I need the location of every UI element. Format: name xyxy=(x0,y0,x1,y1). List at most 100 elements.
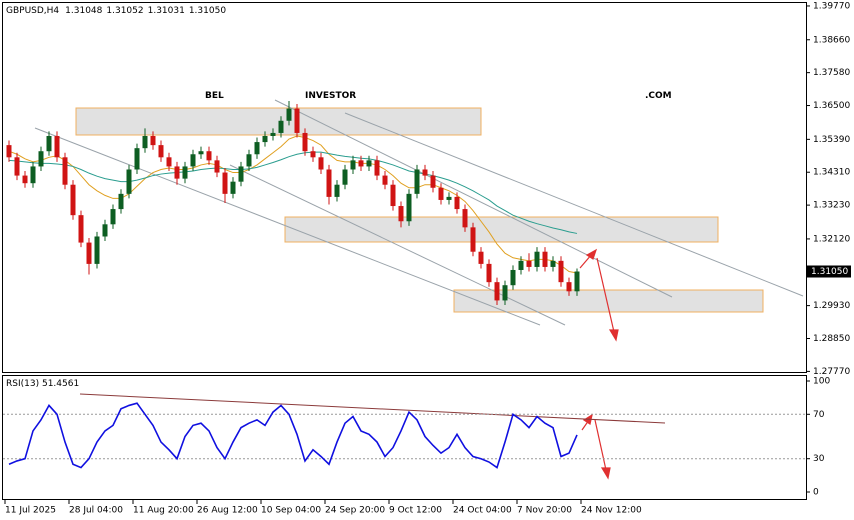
y-tick-label: 1.33230 xyxy=(813,201,850,211)
candle-body xyxy=(374,160,380,176)
candle-body xyxy=(358,160,364,167)
candle-body xyxy=(550,260,556,267)
x-tick-label: 10 Sep 04:00 xyxy=(261,506,321,516)
candle-body xyxy=(86,242,92,264)
candle-body xyxy=(350,160,356,170)
candle-body xyxy=(446,196,452,200)
candle-body xyxy=(486,263,492,283)
moving-average xyxy=(8,151,578,234)
x-tick-label: 24 Oct 04:00 xyxy=(453,506,512,516)
candle-body xyxy=(6,145,12,158)
candle-body xyxy=(430,175,436,188)
candle-body xyxy=(214,160,220,173)
rsi-header: RSI(13) 51.4561 xyxy=(6,379,79,389)
y-tick-label: 1.34310 xyxy=(813,168,850,178)
candle-body xyxy=(438,187,444,200)
candle-body xyxy=(326,169,332,197)
x-tick-label: 7 Nov 20:00 xyxy=(517,506,572,516)
candle-body xyxy=(382,175,388,185)
candle-body xyxy=(230,181,236,194)
x-tick-label: 28 Jul 04:00 xyxy=(69,506,123,516)
chart-header: GBPUSD,H4 1.31048 1.31052 1.31031 1.31050 xyxy=(6,6,226,16)
candle-body xyxy=(390,184,396,207)
candle-body xyxy=(534,251,540,267)
trend-line xyxy=(229,164,566,326)
candle-body xyxy=(62,157,68,185)
resistance-zone xyxy=(284,216,719,243)
support-zone xyxy=(453,289,764,313)
y-tick-label: 1.39770 xyxy=(813,1,850,11)
candle-body xyxy=(262,135,268,143)
candle-body xyxy=(126,169,132,194)
candle-body xyxy=(38,151,44,167)
candle-body xyxy=(302,132,308,152)
candle-body xyxy=(494,282,500,301)
rsi-label: RSI(13) xyxy=(6,379,39,389)
candle-body xyxy=(30,166,36,184)
candle-body xyxy=(174,166,180,179)
candle-body xyxy=(294,108,300,133)
candle-body xyxy=(182,166,188,179)
x-tick-label: 26 Aug 12:00 xyxy=(197,506,258,516)
candle-body xyxy=(422,169,428,176)
candle-body xyxy=(166,157,172,167)
candle-body xyxy=(406,193,412,222)
candle-body xyxy=(462,209,468,228)
candle-body xyxy=(478,251,484,264)
watermark-com: .COM xyxy=(645,91,672,101)
candle-body xyxy=(70,184,76,216)
candle-body xyxy=(470,227,476,252)
header-value: 1.31048 xyxy=(65,6,102,16)
y-tick-label: 1.38660 xyxy=(813,35,850,45)
header-value: 1.31031 xyxy=(148,6,185,16)
header-value: 1.31050 xyxy=(189,6,226,16)
trend-lines xyxy=(34,99,804,326)
trend-line xyxy=(274,99,673,298)
price-panel-frame xyxy=(2,2,807,373)
candle-body xyxy=(526,260,532,267)
candle-body xyxy=(310,151,316,158)
trend-line xyxy=(344,112,804,297)
candle-body xyxy=(574,271,580,292)
forecast-arrows xyxy=(579,248,619,480)
rsi-trend-line xyxy=(79,393,666,424)
rsi-value: 51.4561 xyxy=(42,379,79,389)
candle-body xyxy=(78,215,84,243)
candle-body xyxy=(158,145,164,158)
y-tick-label: 1.37580 xyxy=(813,68,850,78)
x-tick-label: 24 Sep 20:00 xyxy=(325,506,385,516)
symbol: GBPUSD,H4 xyxy=(6,6,59,16)
y-tick-label: 1.29930 xyxy=(813,301,850,311)
x-tick-label: 11 Aug 20:00 xyxy=(133,506,194,516)
candle-body xyxy=(142,135,148,149)
arrow xyxy=(594,419,607,471)
candle-body xyxy=(278,120,284,133)
candle-body xyxy=(22,175,28,184)
y-tick-label: 1.27770 xyxy=(813,367,850,377)
rsi-tick-label: 100 xyxy=(813,377,830,387)
candle-body xyxy=(286,108,292,121)
rsi-tick-label: 0 xyxy=(813,488,819,498)
header-value: 1.31052 xyxy=(106,6,143,16)
candle-body xyxy=(190,154,196,167)
y-tick-label: 1.35390 xyxy=(813,135,850,145)
watermark-bel: BEL xyxy=(205,91,224,101)
arrow-head xyxy=(585,248,598,260)
candle-body xyxy=(102,224,108,237)
candle-body xyxy=(206,151,212,161)
rsi-tick-label: 30 xyxy=(813,454,825,464)
candle-body xyxy=(14,157,20,176)
candle-body xyxy=(518,260,524,270)
candle-body xyxy=(118,193,124,210)
rsi-panel-frame xyxy=(2,375,807,500)
arrow-head xyxy=(608,329,619,342)
candle-body xyxy=(510,269,516,286)
candle-body xyxy=(150,135,156,146)
candle-body xyxy=(542,251,548,267)
candle-body xyxy=(366,160,372,167)
x-tick-label: 24 Nov 12:00 xyxy=(581,506,642,516)
candle-body xyxy=(270,132,276,136)
candle-body xyxy=(134,148,140,170)
